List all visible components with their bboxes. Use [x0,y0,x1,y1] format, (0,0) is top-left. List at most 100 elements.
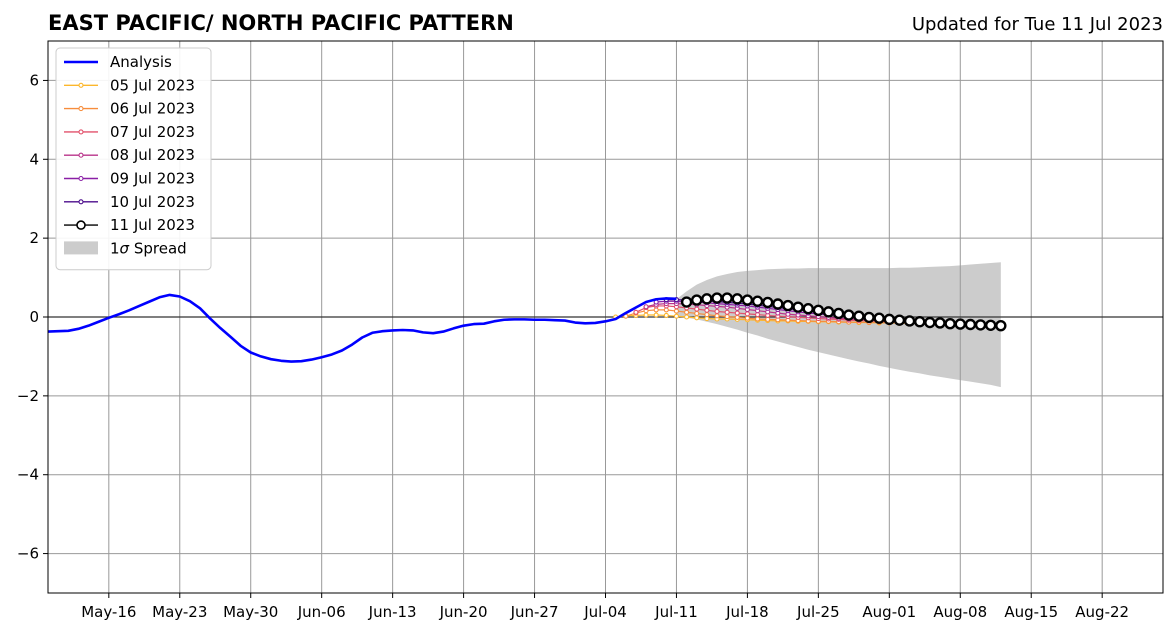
forecast-point [964,318,977,331]
forecast-point [694,310,700,317]
forecast-point [694,306,700,312]
x-tick-label: Aug-01 [862,603,916,621]
forecast-point [673,308,680,314]
forecast-point [822,306,835,318]
x-tick-label: Aug-22 [1075,603,1129,621]
legend-entry: 05 Jul 2023 [64,76,195,94]
y-tick-label: −4 [17,466,39,484]
x-tick-label: Aug-08 [933,603,987,621]
updated-date: Updated for Tue 11 Jul 2023 [912,14,1163,35]
forecast-point [744,311,750,317]
legend-entry: 07 Jul 2023 [64,123,195,141]
forecast-point [721,292,733,304]
forecast-point [914,316,926,328]
x-tick-label: May-30 [223,603,278,621]
forecast-point [691,294,703,306]
spread-band [676,262,1001,388]
legend-label: 09 Jul 2023 [110,170,195,188]
forecast-point [714,313,720,319]
forecast-point [643,312,649,318]
legend-entry: 1σ Spread [64,239,187,257]
y-tick-label: −2 [17,387,39,405]
y-tick-label: −6 [17,545,39,563]
forecast-point [711,292,723,304]
forecast-point [734,310,740,316]
legend-marker [76,220,86,230]
forecast-point [673,313,680,319]
forecast-point [754,316,761,322]
legend-box [55,47,212,271]
legend-marker [78,129,84,135]
legend-marker [78,199,84,205]
y-tick-label: 0 [29,308,39,326]
x-tick-label: Jun-20 [439,603,488,621]
legend-label: 1σ Spread [110,239,187,257]
legend-label: 10 Jul 2023 [110,193,195,211]
forecast-point [893,314,906,326]
forecast-point [772,298,784,310]
forecast-point [714,308,720,315]
chart-title: EAST PACIFIC/ NORTH PACIFIC PATTERN [48,11,514,35]
plot-area [47,41,1163,593]
x-tick-label: Aug-15 [1004,603,1058,621]
forecast-point [751,295,764,307]
legend-entry: 08 Jul 2023 [64,146,195,164]
forecast-point [812,304,825,316]
forecast-point [724,314,730,320]
forecast-point [802,303,814,315]
legend-entry: 10 Jul 2023 [64,193,195,211]
legend-entry: Analysis [64,53,172,71]
forecast-point [741,294,754,306]
legend-marker [78,175,84,182]
forecast-point [744,315,750,321]
x-tick-label: Jun-13 [368,603,417,621]
forecast-point [954,318,966,330]
forecast-point [974,319,987,331]
legend-entry: 11 Jul 2023 [64,216,195,234]
forecast-point [924,316,936,329]
x-tick-label: Jul-18 [725,603,769,621]
x-tick-label: Jul-25 [796,603,840,621]
legend-label: 08 Jul 2023 [110,146,195,164]
legend-swatch [64,241,98,255]
y-tick-label: 4 [29,150,39,168]
forecast-point [843,309,855,321]
forecast-point [633,309,639,315]
forecast-point [694,315,700,321]
x-tick-label: Jul-11 [654,603,698,621]
x-tick-label: Jul-04 [583,603,627,621]
forecast-point [680,296,693,308]
forecast-series-6 [680,292,1007,332]
forecast-point [883,313,896,326]
forecast-point [684,309,690,315]
forecast-point [792,301,804,313]
forecast-point [704,307,710,313]
forecast-point [643,304,649,310]
x-tick-label: May-23 [152,603,207,621]
forecast-point [984,319,997,331]
legend-label: 06 Jul 2023 [110,100,195,118]
analysis-line [47,293,677,363]
legend-label: 11 Jul 2023 [110,216,195,234]
forecast-point [995,319,1007,332]
forecast-point [903,315,916,327]
legend-label: 05 Jul 2023 [110,76,195,94]
legend-marker [78,152,84,158]
forecast-point [832,307,845,320]
y-tick-label: 2 [29,229,39,247]
x-tick-label: May-16 [81,603,136,621]
forecast-point [704,312,710,318]
legend-label: 07 Jul 2023 [110,123,195,141]
forecast-point [734,314,740,320]
axes: May-16 May-23 May-30 Jun-06 Jun-13 Jun-20 Jun-… [17,71,1129,621]
forecast-point [761,296,774,309]
forecast-point [731,293,743,305]
forecast-point [653,312,659,318]
forecast-point [684,314,690,320]
forecast-point [863,311,875,324]
forecast-point [724,309,730,315]
forecast-point [701,293,713,305]
legend-entry: 09 Jul 2023 [64,170,195,188]
legend: Analysis 05 Jul 2023 06 Jul 2023 07 Jul 202… [55,47,212,271]
